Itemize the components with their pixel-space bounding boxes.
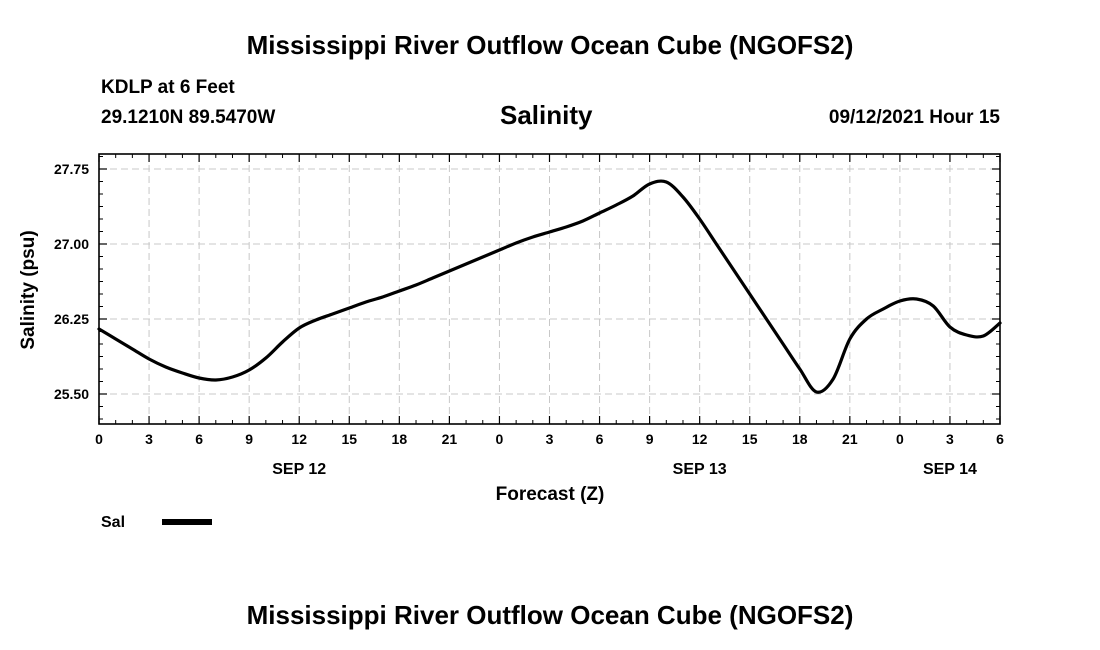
y-tick-label: 27.75: [54, 161, 89, 177]
x-tick-label: 12: [692, 431, 708, 447]
plot-frame: [98, 153, 1001, 425]
x-tick-label: 6: [596, 431, 604, 447]
date-label: SEP 12: [272, 461, 326, 478]
x-tick-label: 3: [946, 431, 954, 447]
y-tick-label: 27.00: [54, 236, 89, 252]
x-tick-label: 6: [195, 431, 203, 447]
forecast-timestamp: 09/12/2021 Hour 15: [828, 107, 1000, 128]
x-tick-label: 9: [646, 431, 654, 447]
y-tick-label: 26.25: [54, 311, 89, 327]
date-label: SEP 14: [923, 461, 977, 478]
x-tick-label: 0: [95, 431, 103, 447]
y-tick-labels: 25.50 26.25 27.00 27.75: [54, 161, 89, 402]
x-tick-label: 6: [996, 431, 1004, 447]
x-tick-label: 15: [341, 431, 357, 447]
x-tick-label: 0: [496, 431, 504, 447]
x-tick-labels: 0 3 6 9 12 15 18 21 0 3 6 9 12 15 18 21 0 3 6: [95, 431, 1004, 447]
series-layer: [97, 179, 1002, 394]
date-labels: SEP 12 SEP 13 SEP 14: [272, 461, 977, 478]
x-tick-label: 12: [291, 431, 307, 447]
chart-title-bottom: Mississippi River Outflow Ocean Cube (NG…: [246, 600, 854, 630]
x-tick-label: 21: [842, 431, 858, 447]
y-tick-label: 25.50: [54, 386, 89, 402]
legend: Sal: [101, 514, 212, 531]
series-line-sal: [97, 179, 1002, 394]
x-tick-label: 3: [145, 431, 153, 447]
chart-title-top: Mississippi River Outflow Ocean Cube (NG…: [246, 30, 854, 60]
x-tick-label: 3: [546, 431, 554, 447]
station-label: KDLP at 6 Feet: [101, 77, 235, 98]
x-axis-label: Forecast (Z): [496, 484, 605, 505]
x-tick-label: 18: [392, 431, 408, 447]
station-coords: 29.1210N 89.5470W: [101, 107, 276, 128]
variable-title: Salinity: [500, 100, 593, 130]
date-label: SEP 13: [673, 461, 727, 478]
legend-label: Sal: [101, 514, 125, 531]
x-tick-label: 18: [792, 431, 808, 447]
x-tick-label: 9: [245, 431, 253, 447]
x-tick-label: 0: [896, 431, 904, 447]
grid-lines: [99, 154, 1000, 424]
y-axis-label: Salinity (psu): [18, 230, 39, 349]
x-tick-label: 15: [742, 431, 758, 447]
x-tick-label: 21: [442, 431, 458, 447]
